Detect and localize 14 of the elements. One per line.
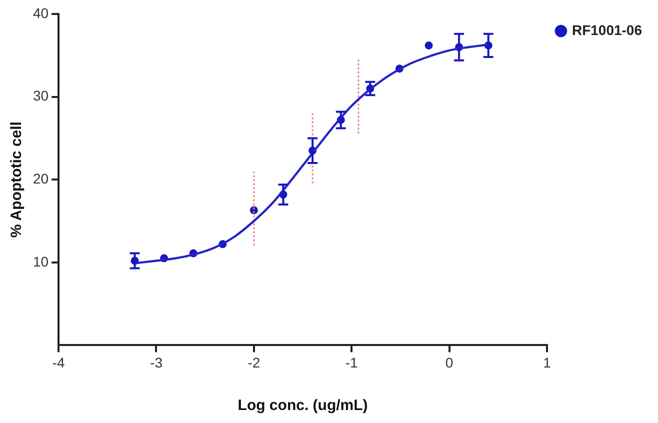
x-axis-title: Log conc. (ug/mL) — [238, 397, 368, 414]
y-axis-title: % Apoptotic cell — [8, 122, 26, 238]
x-tick-label: -4 — [52, 354, 66, 370]
x-tick-label: -2 — [248, 354, 260, 370]
y-tick-label: 40 — [32, 4, 49, 21]
x-tick-label: -1 — [345, 354, 358, 370]
x-tick-label: 1 — [543, 354, 552, 370]
y-tick-label: 30 — [32, 88, 49, 104]
point — [424, 41, 433, 50]
x-tick-label: 0 — [445, 354, 454, 370]
legend-label: RF1001-06 — [572, 22, 642, 38]
x-tick-label: -3 — [150, 354, 163, 370]
y-tick-label: 20 — [32, 170, 49, 186]
y-tick-label: 10 — [32, 253, 49, 270]
